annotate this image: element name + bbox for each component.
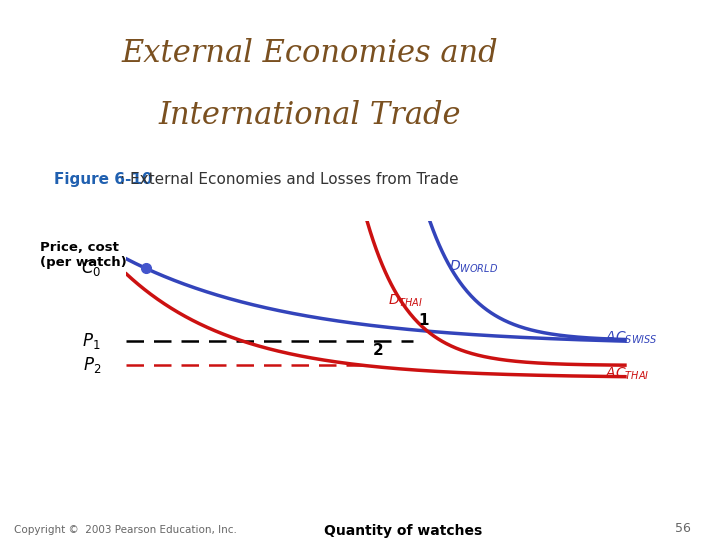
Text: Figure 6-10: Figure 6-10 — [54, 172, 153, 186]
Text: $AC_{SWISS}$: $AC_{SWISS}$ — [605, 329, 657, 346]
Text: $P_1$: $P_1$ — [82, 330, 101, 350]
Text: 2: 2 — [373, 343, 384, 358]
Text: Price, cost
(per watch): Price, cost (per watch) — [40, 241, 126, 269]
Text: External Economies and: External Economies and — [121, 38, 498, 69]
Text: Quantity of watches
produced and demanded: Quantity of watches produced and demande… — [305, 524, 501, 540]
Text: $AC_{THAI}$: $AC_{THAI}$ — [605, 366, 649, 382]
Text: Copyright ©  2003 Pearson Education, Inc.: Copyright © 2003 Pearson Education, Inc. — [14, 524, 238, 535]
Text: $P_2$: $P_2$ — [83, 355, 101, 375]
Text: 56: 56 — [675, 522, 691, 535]
Text: International Trade: International Trade — [158, 100, 461, 131]
Text: $C_0$: $C_0$ — [81, 259, 101, 279]
Text: 1: 1 — [418, 313, 429, 328]
Text: $D_{WORLD}$: $D_{WORLD}$ — [449, 258, 498, 275]
Text: : External Economies and Losses from Trade: : External Economies and Losses from Tra… — [120, 172, 459, 186]
Text: $D_{THAI}$: $D_{THAI}$ — [388, 293, 423, 309]
